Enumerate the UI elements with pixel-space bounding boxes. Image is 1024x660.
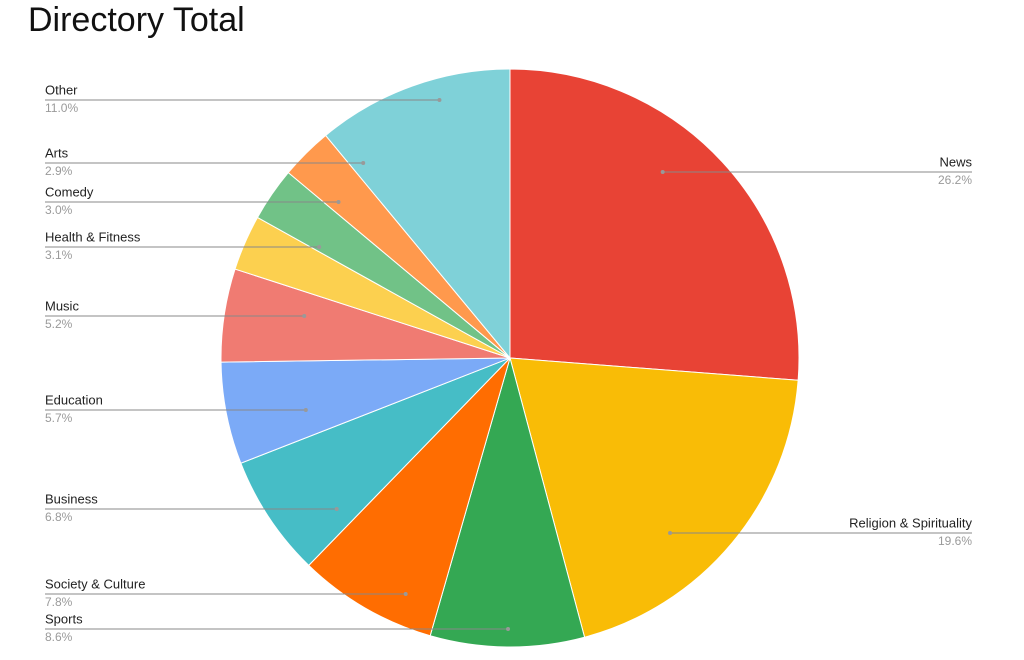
leader-dot [334, 507, 339, 511]
pie-slice [509, 68, 800, 381]
chart-title: Directory Total [28, 1, 245, 39]
slice-label: Comedy [45, 184, 94, 199]
slice-label: Business [45, 491, 98, 506]
leader-dot [668, 531, 673, 535]
pie-slice [240, 357, 511, 567]
slice-label: News [939, 154, 972, 169]
leader-dot [303, 408, 308, 412]
slice-value-label: 11.0% [45, 101, 78, 115]
slice-value-label: 5.7% [45, 411, 73, 425]
pie-slice [429, 356, 586, 648]
slice-label: Health & Fitness [45, 229, 141, 244]
leader-dot [317, 245, 322, 249]
slice-value-label: 26.2% [938, 173, 972, 187]
slice-value-label: 2.9% [45, 164, 73, 178]
leader-dot [361, 161, 366, 165]
slice-label: Sports [45, 611, 83, 626]
slice-value-label: 8.6% [45, 630, 73, 644]
labels: News 26.2% Religion & Spirituality 19.6% Spo… [45, 82, 972, 644]
slice-value-label: 3.1% [45, 248, 73, 262]
pie-slice [324, 68, 511, 360]
slice-value-label: 3.0% [45, 203, 73, 217]
slice-label: Arts [45, 145, 69, 160]
leader-dot [336, 200, 341, 204]
pie-slice [509, 357, 799, 638]
slice-label: Society & Culture [45, 576, 145, 591]
slice-label: Religion & Spirituality [849, 515, 972, 530]
leader-dot [302, 314, 307, 318]
slice-value-label: 6.8% [45, 510, 73, 524]
slice-value-label: 5.2% [45, 317, 73, 331]
pie-slice [308, 357, 511, 637]
pie [220, 68, 800, 648]
slice-value-label: 7.8% [45, 595, 73, 609]
leader-dot [403, 592, 408, 596]
leader-dot [660, 170, 665, 174]
leader-dot [437, 98, 442, 102]
slice-label: Other [45, 82, 78, 97]
slice-label: Music [45, 298, 79, 313]
slice-label: Education [45, 392, 103, 407]
slice-value-label: 19.6% [938, 534, 972, 548]
leader-dot [506, 627, 511, 631]
